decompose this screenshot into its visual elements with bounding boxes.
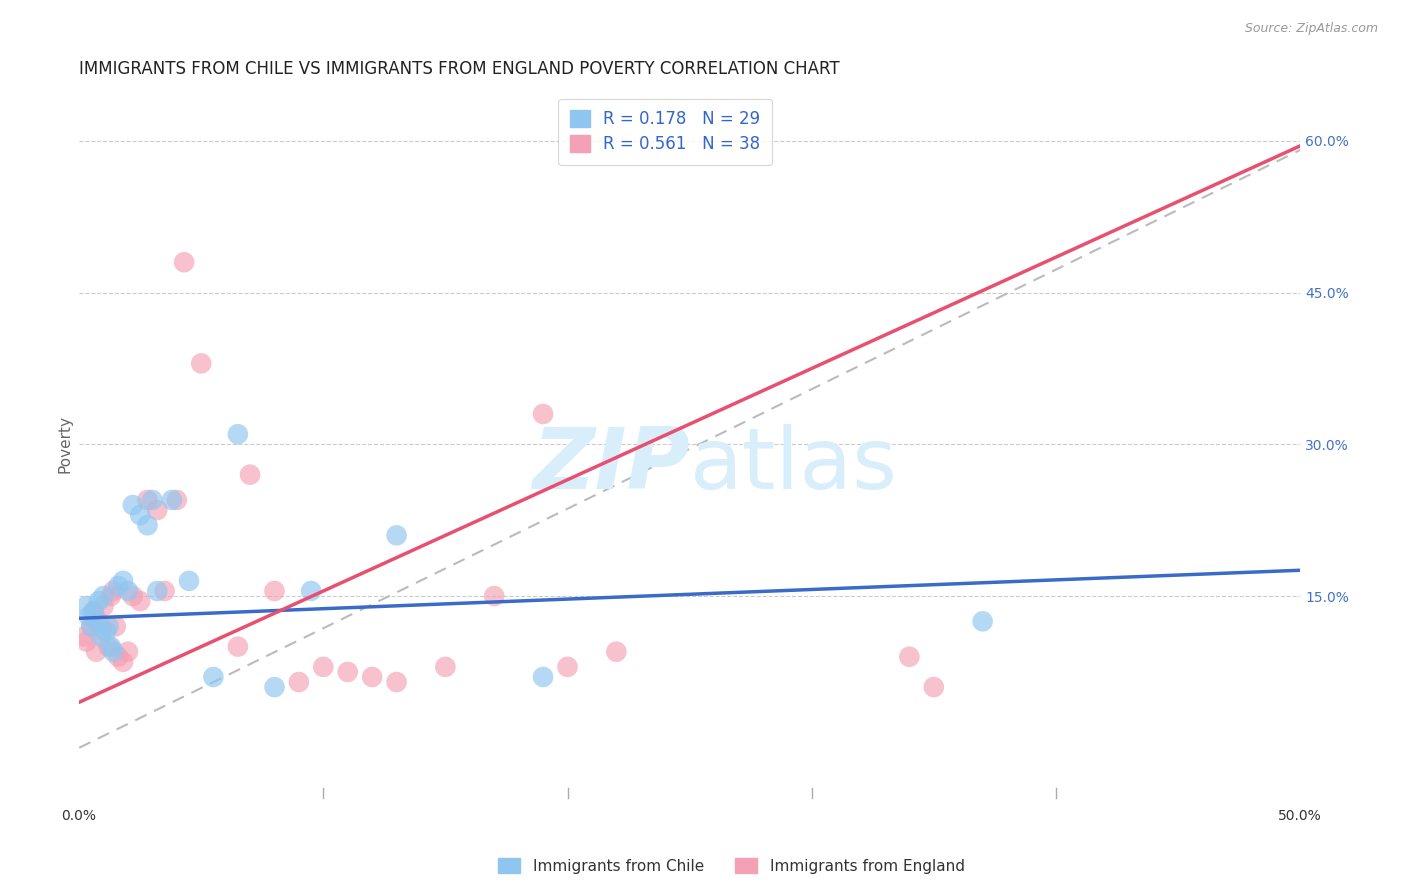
Point bbox=[75, 634, 97, 648]
Point bbox=[336, 665, 359, 679]
Point bbox=[922, 680, 945, 694]
Point bbox=[177, 574, 200, 588]
Legend: Immigrants from Chile, Immigrants from England: Immigrants from Chile, Immigrants from E… bbox=[492, 852, 970, 880]
Point bbox=[100, 589, 122, 603]
Point bbox=[434, 660, 457, 674]
Point bbox=[385, 675, 408, 690]
Point bbox=[80, 619, 103, 633]
Point bbox=[531, 407, 554, 421]
Point bbox=[153, 584, 176, 599]
Point bbox=[166, 492, 188, 507]
Point bbox=[484, 589, 506, 603]
Point bbox=[104, 619, 127, 633]
Point bbox=[90, 624, 112, 639]
Point bbox=[117, 584, 139, 599]
Point bbox=[141, 492, 163, 507]
Point bbox=[100, 640, 122, 654]
Point bbox=[112, 655, 135, 669]
Point bbox=[129, 594, 152, 608]
Point bbox=[173, 255, 195, 269]
Point bbox=[146, 503, 169, 517]
Point bbox=[361, 670, 384, 684]
Point bbox=[226, 640, 249, 654]
Point bbox=[73, 630, 96, 644]
Point bbox=[202, 670, 225, 684]
Point bbox=[263, 584, 285, 599]
Point bbox=[87, 594, 110, 608]
Text: Source: ZipAtlas.com: Source: ZipAtlas.com bbox=[1244, 22, 1378, 36]
Point bbox=[129, 508, 152, 522]
Point bbox=[136, 518, 159, 533]
Point bbox=[107, 579, 129, 593]
Point bbox=[385, 528, 408, 542]
Point bbox=[107, 649, 129, 664]
Point bbox=[190, 356, 212, 370]
Point bbox=[112, 574, 135, 588]
Point bbox=[83, 604, 105, 618]
Legend: R = 0.178   N = 29, R = 0.561   N = 38: R = 0.178 N = 29, R = 0.561 N = 38 bbox=[558, 99, 772, 165]
Point bbox=[93, 599, 115, 614]
Point bbox=[226, 427, 249, 442]
Point bbox=[299, 584, 322, 599]
Point bbox=[972, 615, 994, 629]
Point bbox=[146, 584, 169, 599]
Point bbox=[84, 645, 107, 659]
Point bbox=[84, 615, 107, 629]
Point bbox=[90, 630, 112, 644]
Point bbox=[93, 589, 115, 603]
Point bbox=[160, 492, 183, 507]
Point bbox=[97, 619, 120, 633]
Point bbox=[239, 467, 262, 482]
Point bbox=[77, 609, 100, 624]
Point bbox=[312, 660, 335, 674]
Text: ZIP: ZIP bbox=[531, 424, 689, 507]
Point bbox=[75, 599, 97, 614]
Point bbox=[605, 645, 627, 659]
Point bbox=[103, 645, 125, 659]
Point bbox=[121, 498, 143, 512]
Text: IMMIGRANTS FROM CHILE VS IMMIGRANTS FROM ENGLAND POVERTY CORRELATION CHART: IMMIGRANTS FROM CHILE VS IMMIGRANTS FROM… bbox=[79, 60, 839, 78]
Point bbox=[103, 584, 125, 599]
Point bbox=[898, 649, 921, 664]
Point bbox=[557, 660, 579, 674]
Point bbox=[121, 589, 143, 603]
Point bbox=[263, 680, 285, 694]
Point bbox=[288, 675, 311, 690]
Text: atlas: atlas bbox=[689, 424, 897, 507]
Y-axis label: Poverty: Poverty bbox=[58, 416, 72, 474]
Point bbox=[87, 615, 110, 629]
Point bbox=[136, 492, 159, 507]
Point bbox=[117, 645, 139, 659]
Point bbox=[97, 640, 120, 654]
Point bbox=[94, 624, 117, 639]
Point bbox=[531, 670, 554, 684]
Point bbox=[83, 604, 105, 618]
Point bbox=[80, 619, 103, 633]
